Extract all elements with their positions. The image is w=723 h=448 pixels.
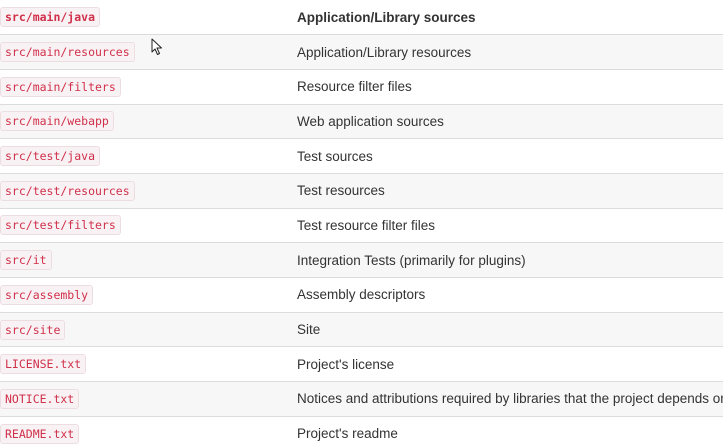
description-cell: Site: [297, 322, 321, 338]
directory-path: src/test/filters: [0, 215, 121, 236]
table-row: src/assembly Assembly descriptors: [0, 277, 723, 313]
path-cell: src/it: [0, 243, 297, 278]
path-cell: src/main/resources: [0, 35, 297, 70]
directory-path: src/assembly: [0, 284, 94, 305]
path-cell: NOTICE.txt: [0, 382, 297, 417]
description-cell: Project's license: [297, 356, 395, 372]
table-row: README.txt Project's readme: [0, 416, 723, 448]
description-cell: Test sources: [297, 148, 373, 164]
directory-path: src/main/filters: [0, 76, 121, 97]
description-cell: Resource filter files: [297, 79, 412, 95]
directory-path: src/test/resources: [0, 180, 135, 201]
description-cell: Notices and attributions required by lib…: [297, 391, 723, 407]
path-cell: src/test/resources: [0, 173, 297, 208]
description-cell: Project's readme: [297, 426, 398, 442]
table-row: LICENSE.txt Project's license: [0, 346, 723, 382]
table-header-row: src/main/java Application/Library source…: [0, 0, 723, 35]
directory-path: README.txt: [0, 423, 80, 444]
description-cell: Application/Library resources: [297, 44, 472, 60]
path-cell: README.txt: [0, 416, 297, 448]
path-cell: src/test/filters: [0, 208, 297, 243]
directory-path: src/main/webapp: [0, 111, 114, 132]
table-row: src/site Site: [0, 312, 723, 347]
path-cell: src/test/java: [0, 139, 297, 174]
table-row: src/main/resources Application/Library r…: [0, 34, 723, 70]
description-cell: Test resources: [297, 183, 385, 199]
description-cell: Application/Library sources: [297, 9, 476, 25]
path-cell: src/assembly: [0, 278, 297, 313]
path-cell: src/site: [0, 312, 297, 347]
description-cell: Integration Tests (primarily for plugins…: [297, 252, 526, 268]
path-cell: src/main/webapp: [0, 104, 297, 139]
directory-path: src/site: [0, 319, 66, 340]
description-cell: Assembly descriptors: [297, 287, 426, 303]
table-row: src/it Integration Tests (primarily for …: [0, 242, 723, 278]
description-cell: Web application sources: [297, 113, 444, 129]
table-row: src/main/webapp Web application sources: [0, 104, 723, 139]
description-cell: Test resource filter files: [297, 217, 436, 233]
table-row: NOTICE.txt Notices and attributions requ…: [0, 381, 723, 417]
table-row: src/main/filters Resource filter files: [0, 69, 723, 104]
table-row: src/test/filters Test resource filter fi…: [0, 208, 723, 243]
directory-path: NOTICE.txt: [0, 388, 80, 409]
directory-path: src/main/resources: [0, 42, 135, 63]
directory-path: src/test/java: [0, 146, 101, 167]
table-row: src/test/resources Test resources: [0, 173, 723, 209]
directory-path: LICENSE.txt: [0, 354, 87, 375]
table-row: src/test/java Test sources: [0, 138, 723, 174]
path-cell: src/main/filters: [0, 69, 297, 104]
path-cell: LICENSE.txt: [0, 347, 297, 382]
directory-path: src/it: [0, 250, 52, 271]
path-cell: src/main/java: [0, 0, 297, 35]
directory-path: src/main/java: [0, 7, 101, 28]
